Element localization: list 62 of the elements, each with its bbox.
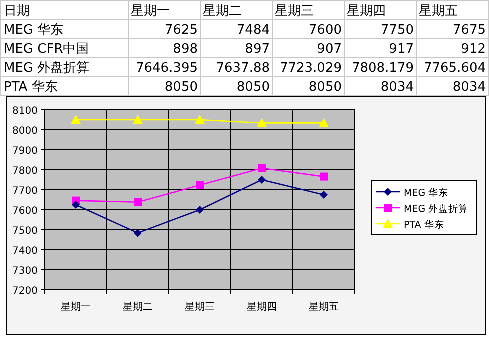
data-label: 7808.179 [352,61,414,76]
data-label: 7646.395 [136,61,198,76]
data-label: 907 [317,42,342,57]
category-label: 星期四 [347,4,386,19]
point [134,229,142,238]
point [257,118,267,128]
data-label: 917 [389,42,414,57]
point [72,201,80,209]
y-tick-label: 7700 [12,186,38,197]
data-label: 7625 [164,23,198,38]
data-label: 7750 [380,23,414,38]
category-label: 星期二 [203,4,242,19]
point [258,164,266,172]
x-tick-label: 星期二 [123,301,153,313]
y-tick-label: 7900 [12,146,38,157]
legend-label: MEG 外盘折算 [404,203,469,215]
category-label: 星期一 [131,4,170,19]
point [71,115,81,124]
x-tick-label: 星期五 [309,301,339,313]
point [320,191,328,199]
point [319,118,329,128]
y-tick-label: 8000 [12,126,38,137]
legend-label: MEG 华东 [404,187,449,199]
data-label: 8050 [308,80,342,95]
y-tick-label: 7800 [12,166,38,177]
point [196,181,204,190]
y-tick-label: 7600 [12,206,38,217]
y-tick-label: 7500 [12,226,38,237]
text: PTA 华东 [4,80,58,95]
x-tick-label: 星期三 [185,301,215,313]
category-label: 星期五 [419,4,458,19]
data-label: 8034 [452,80,486,95]
point [320,172,328,181]
y-tick-label: 7400 [12,246,38,257]
data-label: 897 [245,42,270,57]
category-label: 星期三 [275,4,314,19]
y-tick-label: 7300 [12,266,38,277]
point [133,115,143,124]
data-label: 7765.604 [424,61,486,76]
x-tick-label: 星期一 [61,301,91,313]
x-tick-label: 星期四 [247,301,277,313]
text: MEG 外盘折算 [4,61,90,76]
text: MEG CFR中国 [4,42,90,57]
point [258,176,266,184]
data-label: 8034 [380,80,414,95]
point [195,115,205,124]
data-label: 912 [461,42,486,57]
y-tick-label: 8100 [12,106,38,117]
data-label: 7484 [236,23,270,38]
text: MEG 华东 [4,23,64,38]
data-label: 8050 [236,80,270,95]
point [134,198,142,206]
text: 日期 [4,4,30,19]
data-label: 7600 [308,23,342,38]
y-tick-label: 7200 [12,286,38,297]
legend-label: PTA 华东 [404,219,444,231]
data-label: 7723.029 [280,61,342,76]
data-label: 898 [173,42,198,57]
data-label: 8050 [164,80,198,95]
point [196,206,204,214]
data-label: 7675 [452,23,486,38]
data-label: 7637.88 [216,61,270,76]
